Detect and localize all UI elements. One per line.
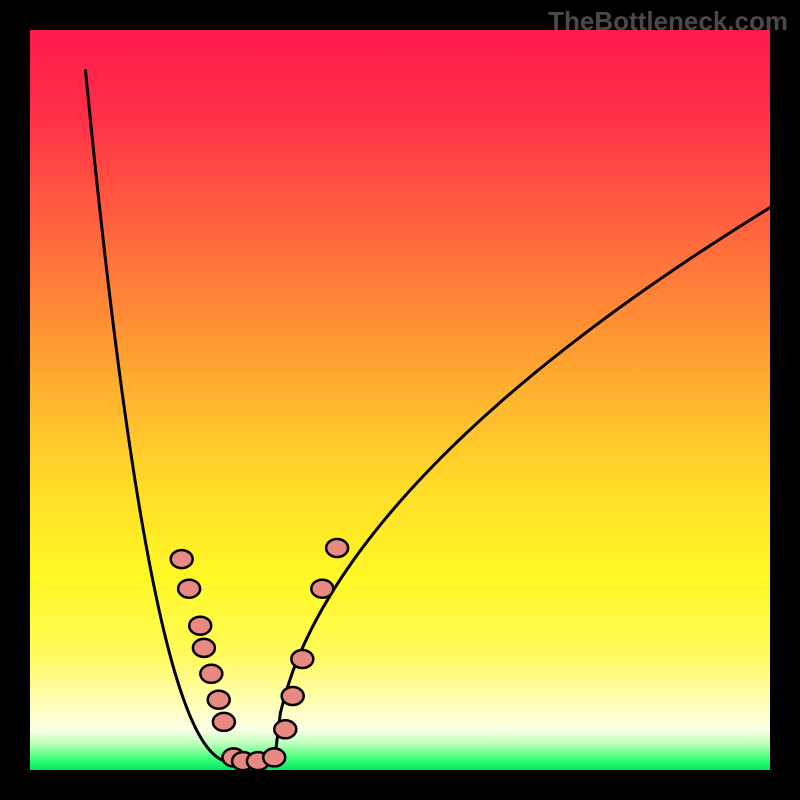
data-marker bbox=[263, 748, 285, 766]
bottleneck-chart bbox=[0, 0, 800, 800]
data-marker bbox=[189, 617, 211, 635]
data-marker bbox=[193, 639, 215, 657]
data-marker bbox=[171, 550, 193, 568]
data-marker bbox=[274, 720, 296, 738]
data-marker bbox=[326, 539, 348, 557]
data-marker bbox=[311, 580, 333, 598]
data-marker bbox=[282, 687, 304, 705]
data-marker bbox=[213, 713, 235, 731]
data-marker bbox=[200, 665, 222, 683]
watermark-text: TheBottleneck.com bbox=[548, 6, 788, 37]
data-marker bbox=[178, 580, 200, 598]
plot-area bbox=[30, 30, 770, 770]
data-marker bbox=[208, 691, 230, 709]
data-marker bbox=[291, 650, 313, 668]
